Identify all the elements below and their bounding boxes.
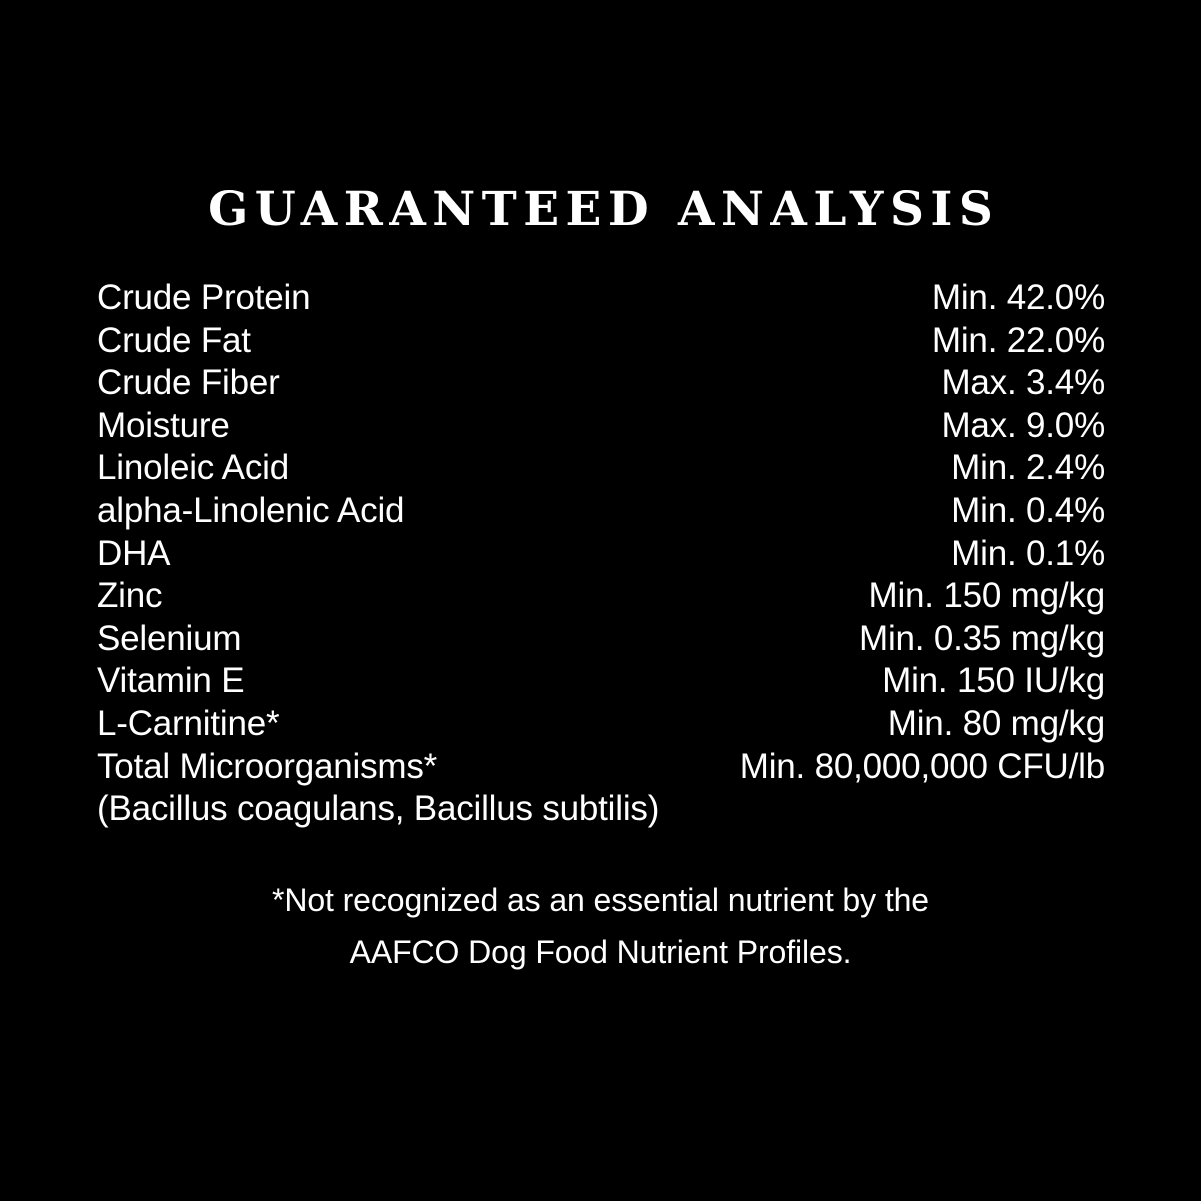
table-row: Moisture Max. 9.0%: [97, 405, 1105, 448]
table-row: Crude Protein Min. 42.0%: [97, 277, 1105, 320]
nutrient-value: Max. 9.0%: [941, 405, 1105, 445]
nutrient-value: Min. 0.1%: [951, 533, 1105, 573]
table-row: DHA Min. 0.1%: [97, 533, 1105, 576]
strain-note-label: (Bacillus coagulans, Bacillus subtilis): [97, 789, 660, 829]
nutrient-value: Max. 3.4%: [941, 363, 1105, 403]
nutrient-label: Linoleic Acid: [97, 448, 289, 488]
nutrient-label: Crude Protein: [97, 278, 311, 317]
nutrient-value: Min. 80 mg/kg: [887, 703, 1105, 743]
nutrient-value: Min. 80,000,000 CFU/lb: [739, 746, 1105, 786]
table-row: Vitamin E Min. 150 IU/kg: [97, 660, 1105, 703]
table-row-strain-note: (Bacillus coagulans, Bacillus subtilis): [97, 788, 1105, 831]
guaranteed-analysis-table: Crude Protein Min. 42.0% Crude Fat Min. …: [97, 277, 1105, 831]
nutrient-value: Min. 0.35 mg/kg: [859, 618, 1105, 658]
table-row: Total Microorganisms* Min. 80,000,000 CF…: [97, 746, 1105, 789]
nutrient-value: Min. 150 mg/kg: [868, 576, 1106, 616]
table-row: alpha-Linolenic Acid Min. 0.4%: [97, 490, 1105, 533]
nutrient-label: alpha-Linolenic Acid: [97, 490, 405, 530]
nutrient-label: Crude Fiber: [97, 363, 280, 403]
table-row: Crude Fat Min. 22.0%: [97, 320, 1105, 363]
footnote: *Not recognized as an essential nutrient…: [0, 874, 1201, 978]
footnote-line-1: *Not recognized as an essential nutrient…: [271, 882, 930, 918]
nutrient-label: Total Microorganisms*: [97, 746, 438, 786]
nutrient-value: Min. 22.0%: [931, 320, 1105, 360]
nutrient-value: Min. 0.4%: [951, 490, 1105, 530]
nutrient-label: Selenium: [97, 618, 242, 658]
page-title: GUARANTEED ANALYSIS: [208, 182, 1000, 237]
nutrient-label: Zinc: [97, 576, 163, 616]
table-row: L-Carnitine* Min. 80 mg/kg: [97, 703, 1105, 746]
nutrient-label: L-Carnitine*: [97, 703, 280, 743]
table-row: Zinc Min. 150 mg/kg: [97, 575, 1105, 618]
nutrient-label: Vitamin E: [97, 661, 245, 701]
nutrient-label: Moisture: [97, 405, 230, 445]
table-row: Linoleic Acid Min. 2.4%: [97, 447, 1105, 490]
table-row: Selenium Min. 0.35 mg/kg: [97, 618, 1105, 661]
table-row: Crude Fiber Max. 3.4%: [97, 362, 1105, 405]
nutrient-label: Crude Fat: [97, 320, 251, 360]
nutrient-value: Min. 150 IU/kg: [882, 661, 1105, 701]
nutrient-value: Min. 2.4%: [951, 448, 1105, 488]
nutrient-label: DHA: [97, 533, 171, 573]
footnote-line-2: AAFCO Dog Food Nutrient Profiles.: [349, 934, 852, 970]
nutrient-value: Min. 42.0%: [931, 278, 1105, 317]
